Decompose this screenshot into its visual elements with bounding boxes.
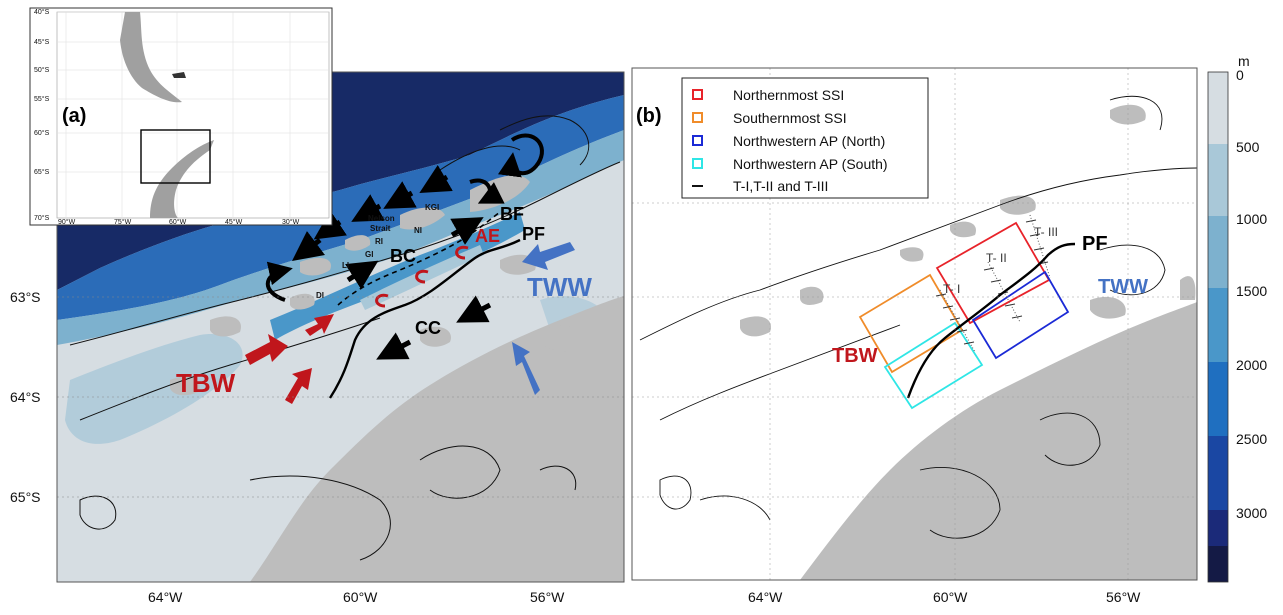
- colorbar-tick: 2000: [1236, 357, 1267, 373]
- southernmost-ssi-box: [858, 273, 964, 374]
- colorbar-tick: 1000: [1236, 211, 1267, 227]
- label-kgi: KGI: [425, 203, 439, 212]
- inset-tick-lon: 45°W: [225, 218, 243, 226]
- tww-arrows: [512, 242, 575, 395]
- legend-swatch-southernmost: [692, 112, 703, 123]
- tick-lat-64: 64°S: [10, 389, 41, 405]
- inset-tick-lat: 70°S: [34, 214, 50, 222]
- label-li: LI: [342, 261, 349, 270]
- northwestern-ap-north-box: [971, 270, 1070, 360]
- label-pf: PF: [522, 224, 545, 244]
- inset-tick-lat: 55°S: [34, 95, 50, 103]
- legend-swatch-northernmost: [692, 89, 703, 100]
- mid-ocean: [57, 95, 624, 320]
- tick-lat-63: 63°S: [10, 289, 41, 305]
- panel-b-label: (b): [636, 105, 662, 127]
- inset-tick-lat: 40°S: [34, 8, 50, 16]
- current-arrows: [292, 164, 492, 360]
- panel-a-axis: 63°S 64°S 65°S 64°W 60°W 56°W: [10, 289, 565, 605]
- tick-lon-60: 60°W: [343, 589, 378, 605]
- legend-label-nwap-north: Northwestern AP (North): [733, 133, 885, 149]
- inset-tick-lat: 45°S: [34, 38, 50, 46]
- legend-swatch-nwap-south: [692, 158, 703, 169]
- depth-colorbar: m 0 500 1000 1500 2000 2500 3000: [1207, 53, 1267, 583]
- tick-lon-64-b: 64°W: [748, 589, 783, 605]
- inset-tick-lat: 65°S: [34, 168, 50, 176]
- label-t1: T- I: [943, 282, 960, 296]
- label-t3: T- III: [1034, 225, 1058, 239]
- inset-ticks: 40°S 45°S 50°S 55°S 60°S 65°S 70°S 90°W …: [34, 8, 300, 226]
- inset-locator-box: [140, 129, 211, 184]
- colorbar-tick: 3000: [1236, 505, 1267, 521]
- tick-lon-64: 64°W: [148, 589, 183, 605]
- polar-front-line-b: [906, 242, 1076, 399]
- northwestern-ap-south-box: [883, 321, 984, 410]
- label-di: DI: [316, 291, 324, 300]
- tick-lon-56-b: 56°W: [1106, 589, 1141, 605]
- tick-lon-56: 56°W: [530, 589, 565, 605]
- panel-a-map: TBW TWW AE BF PF BC CC KGI NI Nelson Str…: [57, 72, 624, 582]
- colorbar-tick: 2500: [1236, 431, 1267, 447]
- label-tww-b: TWW: [1098, 276, 1148, 298]
- tick-lat-65: 65°S: [10, 489, 41, 505]
- inset-map: (a) 40°S 45°S 50°S 55°S 60°S 65°S 70°S 9…: [29, 7, 333, 226]
- antarctic-peninsula: [250, 296, 624, 582]
- colorbar-unit: m: [1238, 53, 1250, 69]
- inset-panel-label: (a): [62, 105, 86, 127]
- inset-tick-lon: 30°W: [282, 218, 300, 226]
- inset-tick-lat: 60°S: [34, 129, 50, 137]
- south-america-tip: [120, 12, 182, 103]
- legend-label-northernmost: Northernmost SSI: [733, 87, 844, 103]
- label-nelson: Nelson: [368, 214, 395, 223]
- label-bc: BC: [390, 246, 416, 266]
- inset-tick-lat: 50°S: [34, 66, 50, 74]
- legend-label-southernmost: Southernmost SSI: [733, 110, 847, 126]
- colorbar-tick: 500: [1236, 139, 1260, 155]
- region-boxes: [858, 221, 1070, 410]
- slope-band: [57, 130, 624, 345]
- antarctic-peninsula-b: [800, 302, 1197, 580]
- colorbar-tick: 0: [1236, 67, 1244, 83]
- inset-tick-lon: 90°W: [58, 218, 76, 226]
- label-ni: NI: [414, 226, 422, 235]
- legend-label-nwap-south: Northwestern AP (South): [733, 156, 888, 172]
- label-cc: CC: [415, 318, 441, 338]
- inset-tick-lon: 75°W: [114, 218, 132, 226]
- tbw-arrows: [245, 314, 334, 404]
- antarctic-tip: [150, 140, 214, 218]
- label-strait: Strait: [370, 224, 391, 233]
- eddy-icons: [375, 245, 469, 308]
- label-t2: T- II: [986, 251, 1007, 265]
- label-gi: GI: [365, 250, 373, 259]
- label-ae: AE: [475, 226, 500, 246]
- label-tww: TWW: [527, 272, 592, 302]
- label-tbw: TBW: [176, 368, 236, 398]
- label-ri: RI: [375, 237, 383, 246]
- legend-swatch-nwap-north: [692, 135, 703, 146]
- polar-front-line: [328, 238, 521, 399]
- legend-label-transects: T-I,T-II and T-III: [733, 178, 828, 194]
- inset-tick-lon: 60°W: [169, 218, 187, 226]
- panel-b-axis: 64°W 60°W 56°W: [748, 589, 1141, 605]
- legend: Northernmost SSI Southernmost SSI Northw…: [681, 77, 929, 199]
- colorbar-tick: 1500: [1236, 283, 1267, 299]
- label-tbw-b: TBW: [832, 345, 878, 367]
- tick-lon-60-b: 60°W: [933, 589, 968, 605]
- label-bf: BF: [500, 204, 524, 224]
- label-pf-b: PF: [1082, 233, 1108, 255]
